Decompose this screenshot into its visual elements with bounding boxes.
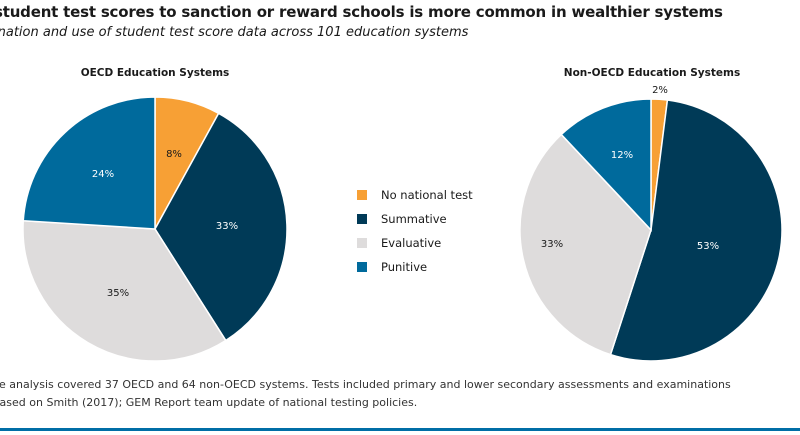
slice-label: 24% bbox=[92, 169, 114, 180]
pie-slice-evaluative bbox=[519, 133, 652, 356]
oecd-chart-title: OECD Education Systems bbox=[80, 67, 230, 79]
legend-swatch bbox=[357, 190, 367, 200]
pie-slice-evaluative bbox=[22, 219, 227, 362]
non-oecd-chart-title: Non-OECD Education Systems bbox=[563, 67, 741, 79]
legend-swatch bbox=[357, 262, 367, 272]
legend-label: No national test bbox=[381, 188, 473, 202]
bottom-bar bbox=[0, 428, 800, 431]
legend-item-no-national-test: No national test bbox=[357, 183, 473, 207]
slice-label: 8% bbox=[166, 149, 182, 160]
chart-title: student test scores to sanction or rewar… bbox=[0, 3, 723, 21]
pie-slice-summative bbox=[154, 112, 288, 342]
legend-item-punitive: Punitive bbox=[357, 255, 473, 279]
legend-label: Punitive bbox=[381, 260, 428, 274]
slice-label: 33% bbox=[216, 221, 238, 232]
note-line-2: Based on Smith (2017); GEM Report team u… bbox=[0, 396, 418, 409]
note: he analysis covered 37 OECD and 64 non-O… bbox=[0, 376, 731, 412]
slice-label: 33% bbox=[541, 239, 563, 250]
legend-item-summative: Summative bbox=[357, 207, 473, 231]
legend-swatch bbox=[357, 238, 367, 248]
chart-subtitle: ination and use of student test score da… bbox=[0, 25, 469, 40]
pie-slice-punitive bbox=[560, 98, 652, 232]
note-line-1: he analysis covered 37 OECD and 64 non-O… bbox=[0, 378, 731, 391]
legend-swatch bbox=[357, 214, 367, 224]
slice-label: 12% bbox=[611, 150, 633, 161]
slice-label: 2% bbox=[652, 85, 668, 96]
pie-slice-punitive bbox=[22, 96, 156, 230]
legend-label: Summative bbox=[381, 212, 447, 226]
slice-label: 53% bbox=[697, 241, 719, 252]
slice-label: 35% bbox=[107, 288, 129, 299]
pie-slice-summative bbox=[609, 99, 783, 362]
legend: No national test Summative Evaluative Pu… bbox=[357, 183, 473, 279]
legend-label: Evaluative bbox=[381, 236, 442, 250]
legend-item-evaluative: Evaluative bbox=[357, 231, 473, 255]
